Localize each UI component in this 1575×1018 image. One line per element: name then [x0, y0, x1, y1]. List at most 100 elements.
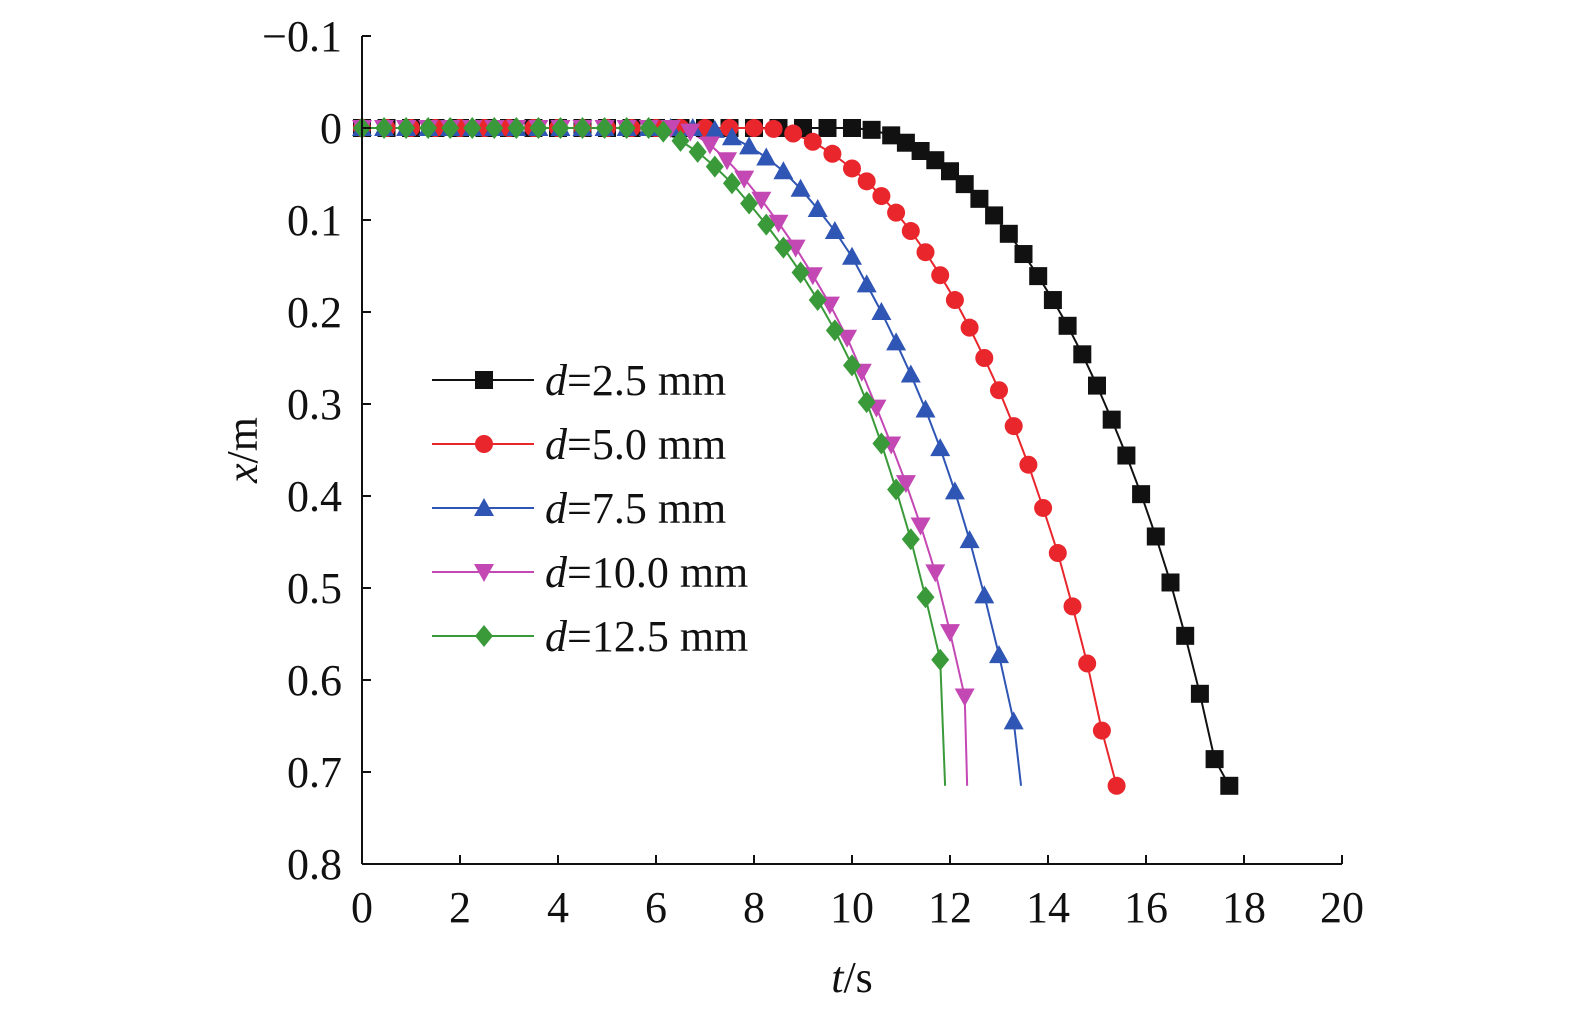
- data-point: [1058, 316, 1077, 335]
- data-point: [734, 170, 755, 189]
- data-point: [688, 140, 707, 163]
- x-tick-label: 10: [830, 883, 874, 932]
- data-point: [1205, 750, 1224, 769]
- data-point: [1088, 376, 1106, 395]
- data-point: [985, 206, 1004, 225]
- y-tick-label: 0.5: [287, 564, 342, 613]
- data-point: [896, 133, 915, 152]
- data-point: [397, 117, 416, 139]
- data-point: [639, 117, 658, 139]
- data-point: [785, 239, 806, 258]
- data-point: [671, 129, 690, 152]
- data-point: [1190, 684, 1209, 703]
- data-point: [872, 432, 891, 455]
- data-point: [764, 119, 783, 138]
- data-point: [751, 191, 772, 210]
- data-point: [1146, 527, 1165, 546]
- legend-marker: [475, 625, 493, 647]
- data-point: [1034, 498, 1053, 517]
- x-tick-label: 14: [1026, 883, 1070, 932]
- legend-item: d=2.5 mm: [432, 356, 726, 405]
- y-axis-title: x/m: [218, 417, 267, 484]
- data-point: [901, 222, 920, 241]
- data-point: [857, 391, 876, 414]
- data-point: [774, 236, 793, 259]
- data-point: [551, 117, 570, 139]
- data-point: [791, 261, 810, 284]
- data-point: [843, 354, 861, 377]
- data-point: [1220, 776, 1239, 795]
- data-point: [807, 198, 828, 217]
- data-point: [941, 162, 959, 181]
- x-tick-label: 18: [1222, 883, 1266, 932]
- x-tick-label: 6: [645, 883, 667, 932]
- data-point: [1043, 291, 1062, 310]
- legend-marker: [475, 435, 493, 453]
- data-point: [721, 127, 742, 146]
- data-point: [463, 117, 482, 139]
- x-tick-label: 16: [1124, 883, 1168, 932]
- y-tick-label: 0.2: [287, 288, 342, 337]
- data-point: [931, 648, 950, 671]
- data-point: [901, 528, 920, 551]
- data-point: [1003, 711, 1024, 730]
- legend-marker: [474, 564, 494, 582]
- data-point: [989, 645, 1009, 664]
- data-point: [842, 246, 862, 265]
- data-point: [745, 119, 763, 137]
- data-point: [925, 564, 946, 583]
- data-point: [824, 221, 845, 240]
- data-point: [1132, 485, 1151, 504]
- data-point: [895, 475, 916, 494]
- data-point: [900, 364, 921, 383]
- data-point: [955, 175, 974, 194]
- data-point: [871, 302, 892, 320]
- x-tick-label: 8: [743, 883, 765, 932]
- data-point: [944, 481, 965, 500]
- data-point: [1019, 455, 1038, 474]
- data-point: [529, 117, 548, 139]
- data-point: [441, 117, 460, 139]
- legend-item: d=7.5 mm: [432, 484, 726, 533]
- y-tick-label: 0.4: [287, 472, 342, 521]
- series-markers-5: [353, 117, 950, 671]
- data-point: [595, 117, 614, 139]
- series-markers: [352, 117, 1239, 795]
- x-tick-label: 12: [928, 883, 972, 932]
- series-markers-2: [353, 119, 1126, 795]
- data-point: [1063, 597, 1082, 616]
- data-point: [680, 123, 701, 142]
- data-point: [1014, 245, 1033, 264]
- y-ticks: −0.1 0 0.1 0.2 0.3 0.4 0.5 0.6 0.7 0.8: [262, 12, 371, 889]
- data-point: [862, 120, 881, 139]
- data-point: [954, 688, 975, 707]
- data-point: [419, 117, 438, 139]
- x-tick-label: 0: [351, 883, 373, 932]
- data-point: [843, 159, 861, 178]
- legend-item: d=12.5 mm: [432, 612, 748, 661]
- data-point: [916, 586, 935, 609]
- data-point: [915, 399, 936, 418]
- data-point: [739, 136, 760, 155]
- data-point: [1161, 573, 1180, 592]
- data-point: [704, 119, 725, 138]
- data-point: [1117, 446, 1136, 465]
- data-point: [1176, 626, 1195, 645]
- legend-label: d=12.5 mm: [545, 612, 748, 661]
- data-point: [1078, 654, 1097, 673]
- data-point: [1048, 544, 1067, 563]
- legend-label: d=7.5 mm: [545, 484, 726, 533]
- data-point: [999, 224, 1018, 243]
- data-point: [856, 274, 877, 293]
- legend-marker: [475, 371, 493, 389]
- data-point: [960, 318, 979, 337]
- data-point: [485, 117, 504, 139]
- data-point: [573, 117, 592, 139]
- data-point: [931, 266, 950, 285]
- data-point: [887, 203, 906, 222]
- axes: 0 2 4 6 8 10 12 14 16 18 20 −0.1 0 0.1 0.2 0.3 0.4 0.5 0.…: [262, 12, 1364, 932]
- data-point: [654, 120, 673, 143]
- series-markers-1: [353, 119, 1239, 795]
- data-point: [975, 349, 994, 367]
- data-point: [886, 332, 907, 351]
